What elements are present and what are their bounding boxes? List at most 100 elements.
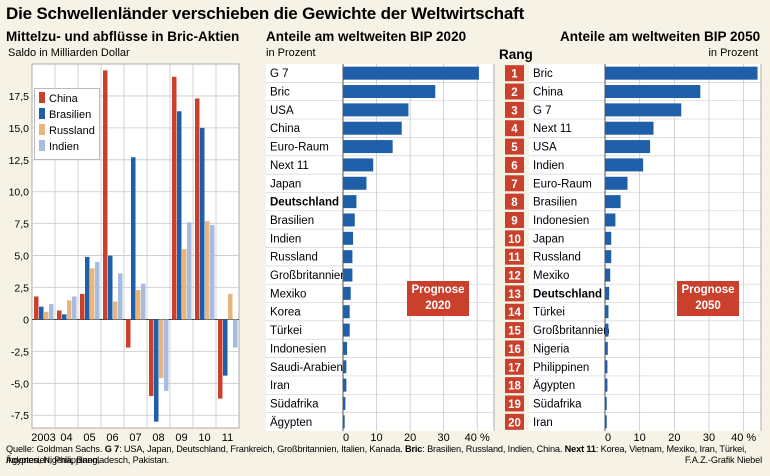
bar-indien-05 <box>95 261 100 320</box>
bar-russland-06 <box>113 301 118 320</box>
rank-badge <box>505 65 524 82</box>
bip2020-category-label: Indien <box>270 233 301 245</box>
right-chart-unit: in Prozent <box>708 47 758 59</box>
rank-number: 19 <box>508 399 521 411</box>
bip2020-bar-Brasilien <box>343 213 355 227</box>
rank-badge <box>505 303 524 320</box>
rank-badge <box>505 230 524 247</box>
bip2020-category-label: Deutschland <box>270 197 339 209</box>
bip2050-bar-Ägypten <box>605 378 608 392</box>
rank-badge <box>505 101 524 118</box>
left-y-tick-label: 12,5 <box>9 155 30 167</box>
bip2050-bar-Türkei <box>605 305 609 319</box>
rank-number: 7 <box>511 179 517 191</box>
bip2020-bar-Korea <box>343 305 350 319</box>
left-x-tick-label: 2003 <box>31 432 55 444</box>
bar-china-11 <box>218 319 223 399</box>
bip2050-category-label: Indien <box>533 160 564 172</box>
left-chart-subtitle: Saldo in Milliarden Dollar <box>8 47 130 59</box>
bar-russland-2003 <box>44 311 49 320</box>
bar-russland-05 <box>90 268 95 320</box>
bip2020-bar-Ägypten <box>343 415 345 429</box>
left-x-tick-label: 05 <box>83 432 95 444</box>
bip2050-category-label: Iran <box>533 417 553 429</box>
bar-russland-10 <box>205 221 210 320</box>
rank-number: 6 <box>511 160 517 172</box>
bar-indien-08 <box>164 319 169 391</box>
rank-number: 1 <box>511 69 518 81</box>
mid-chart-unit: in Prozent <box>266 47 316 59</box>
bip2020-bar-Bric <box>343 85 436 99</box>
legend-label-china: China <box>49 93 78 105</box>
legend-label-russland: Russland <box>49 125 95 137</box>
legend-item-russland: Russland <box>39 124 95 139</box>
left-y-tick-label: -7,5 <box>11 410 29 422</box>
bip2050-bar-Next 11 <box>605 121 654 135</box>
bip2050-bar-Südafrika <box>605 396 607 410</box>
prognose-2020-line2: 2020 <box>425 300 451 312</box>
rank-number: 20 <box>508 417 521 429</box>
left-y-tick-label: 5,0 <box>14 251 29 263</box>
bar-china-05 <box>80 293 85 320</box>
bip2020-bar-Indonesien <box>343 341 348 355</box>
bip2020-bar-G 7 <box>343 66 479 80</box>
left-x-tick-label: 09 <box>175 432 187 444</box>
legend-swatch-china <box>39 92 45 103</box>
bip2050-bar-Nigeria <box>605 341 608 355</box>
left-y-tick-label: 2,5 <box>14 283 29 295</box>
bip2050-bar-G 7 <box>605 103 682 117</box>
bip2050-category-label: Brasilien <box>533 197 577 209</box>
prognose-2050-line2: 2050 <box>695 300 721 312</box>
rank-badge <box>505 395 524 412</box>
bip2020-x-tick-label: 0 <box>343 432 349 444</box>
bar-brasilien-06 <box>108 255 113 320</box>
bip2020-category-label: Südafrika <box>270 398 319 410</box>
bip2050-bar-Brasilien <box>605 195 621 209</box>
bar-brasilien-04 <box>62 314 67 320</box>
legend-item-china: China <box>39 92 78 107</box>
bip2050-bar-Indien <box>605 158 644 172</box>
bar-brasilien-11 <box>223 319 228 376</box>
bar-china-04 <box>57 310 62 320</box>
bip2050-category-label: USA <box>533 142 557 154</box>
rank-badge <box>505 413 524 430</box>
bip2020-bar-Großbritannien <box>343 268 353 282</box>
bip2050-bar-Indonesien <box>605 213 616 227</box>
rank-badge <box>505 175 524 192</box>
bip2050-category-label: Russland <box>533 252 581 264</box>
left-x-tick-label: 08 <box>152 432 164 444</box>
rank-badge <box>505 156 524 173</box>
bip2050-bar-Japan <box>605 231 612 245</box>
bip2050-bar-USA <box>605 140 651 154</box>
bip2020-category-label: Russland <box>270 252 318 264</box>
bar-brasilien-07 <box>131 157 136 320</box>
bip2020-category-label: G 7 <box>270 68 289 80</box>
bip2050-category-label: Euro-Raum <box>533 178 592 190</box>
source-g7-text: : USA, Japan, Deutschland, Frankreich, G… <box>119 444 403 454</box>
bip2050-bar-Iran <box>605 415 607 429</box>
bip2020-bar-USA <box>343 103 409 117</box>
bar-indien-04 <box>72 296 77 320</box>
bip2050-bar-Großbritannien <box>605 323 609 337</box>
left-x-tick-label: 07 <box>129 432 141 444</box>
left-chart-title: Mittelzu- und abflüsse in Bric-Aktien <box>6 29 240 44</box>
bip2020-bar-Indien <box>343 231 354 245</box>
page-title: Die Schwellenländer verschieben die Gewi… <box>6 4 525 23</box>
legend-label-indien: Indien <box>49 141 79 153</box>
bip2020-category-label: Korea <box>270 307 301 319</box>
bip2050-category-label: Japan <box>533 233 564 245</box>
bar-brasilien-2003 <box>39 306 44 320</box>
source-next11-text: : Korea, Vietnam, Mexiko, Iran, Türkei, … <box>6 444 747 465</box>
bip2050-category-label: Bric <box>533 68 553 80</box>
bar-brasilien-09 <box>177 111 182 320</box>
bip2020-category-label: Türkei <box>270 325 302 337</box>
bip2050-category-label: Mexiko <box>533 270 569 282</box>
bip2050-category-label: Next 11 <box>533 123 572 135</box>
left-y-tick-label: 10,0 <box>9 187 30 199</box>
bip2050-category-label: Ägypten <box>533 380 575 392</box>
bip2050-x-tick-label: 10 <box>634 432 646 444</box>
left-y-tick-label: 0 <box>23 314 29 326</box>
rank-number: 10 <box>508 234 521 246</box>
source-bric-text: : Brasilien, Russland, Indien, China. <box>422 444 563 454</box>
